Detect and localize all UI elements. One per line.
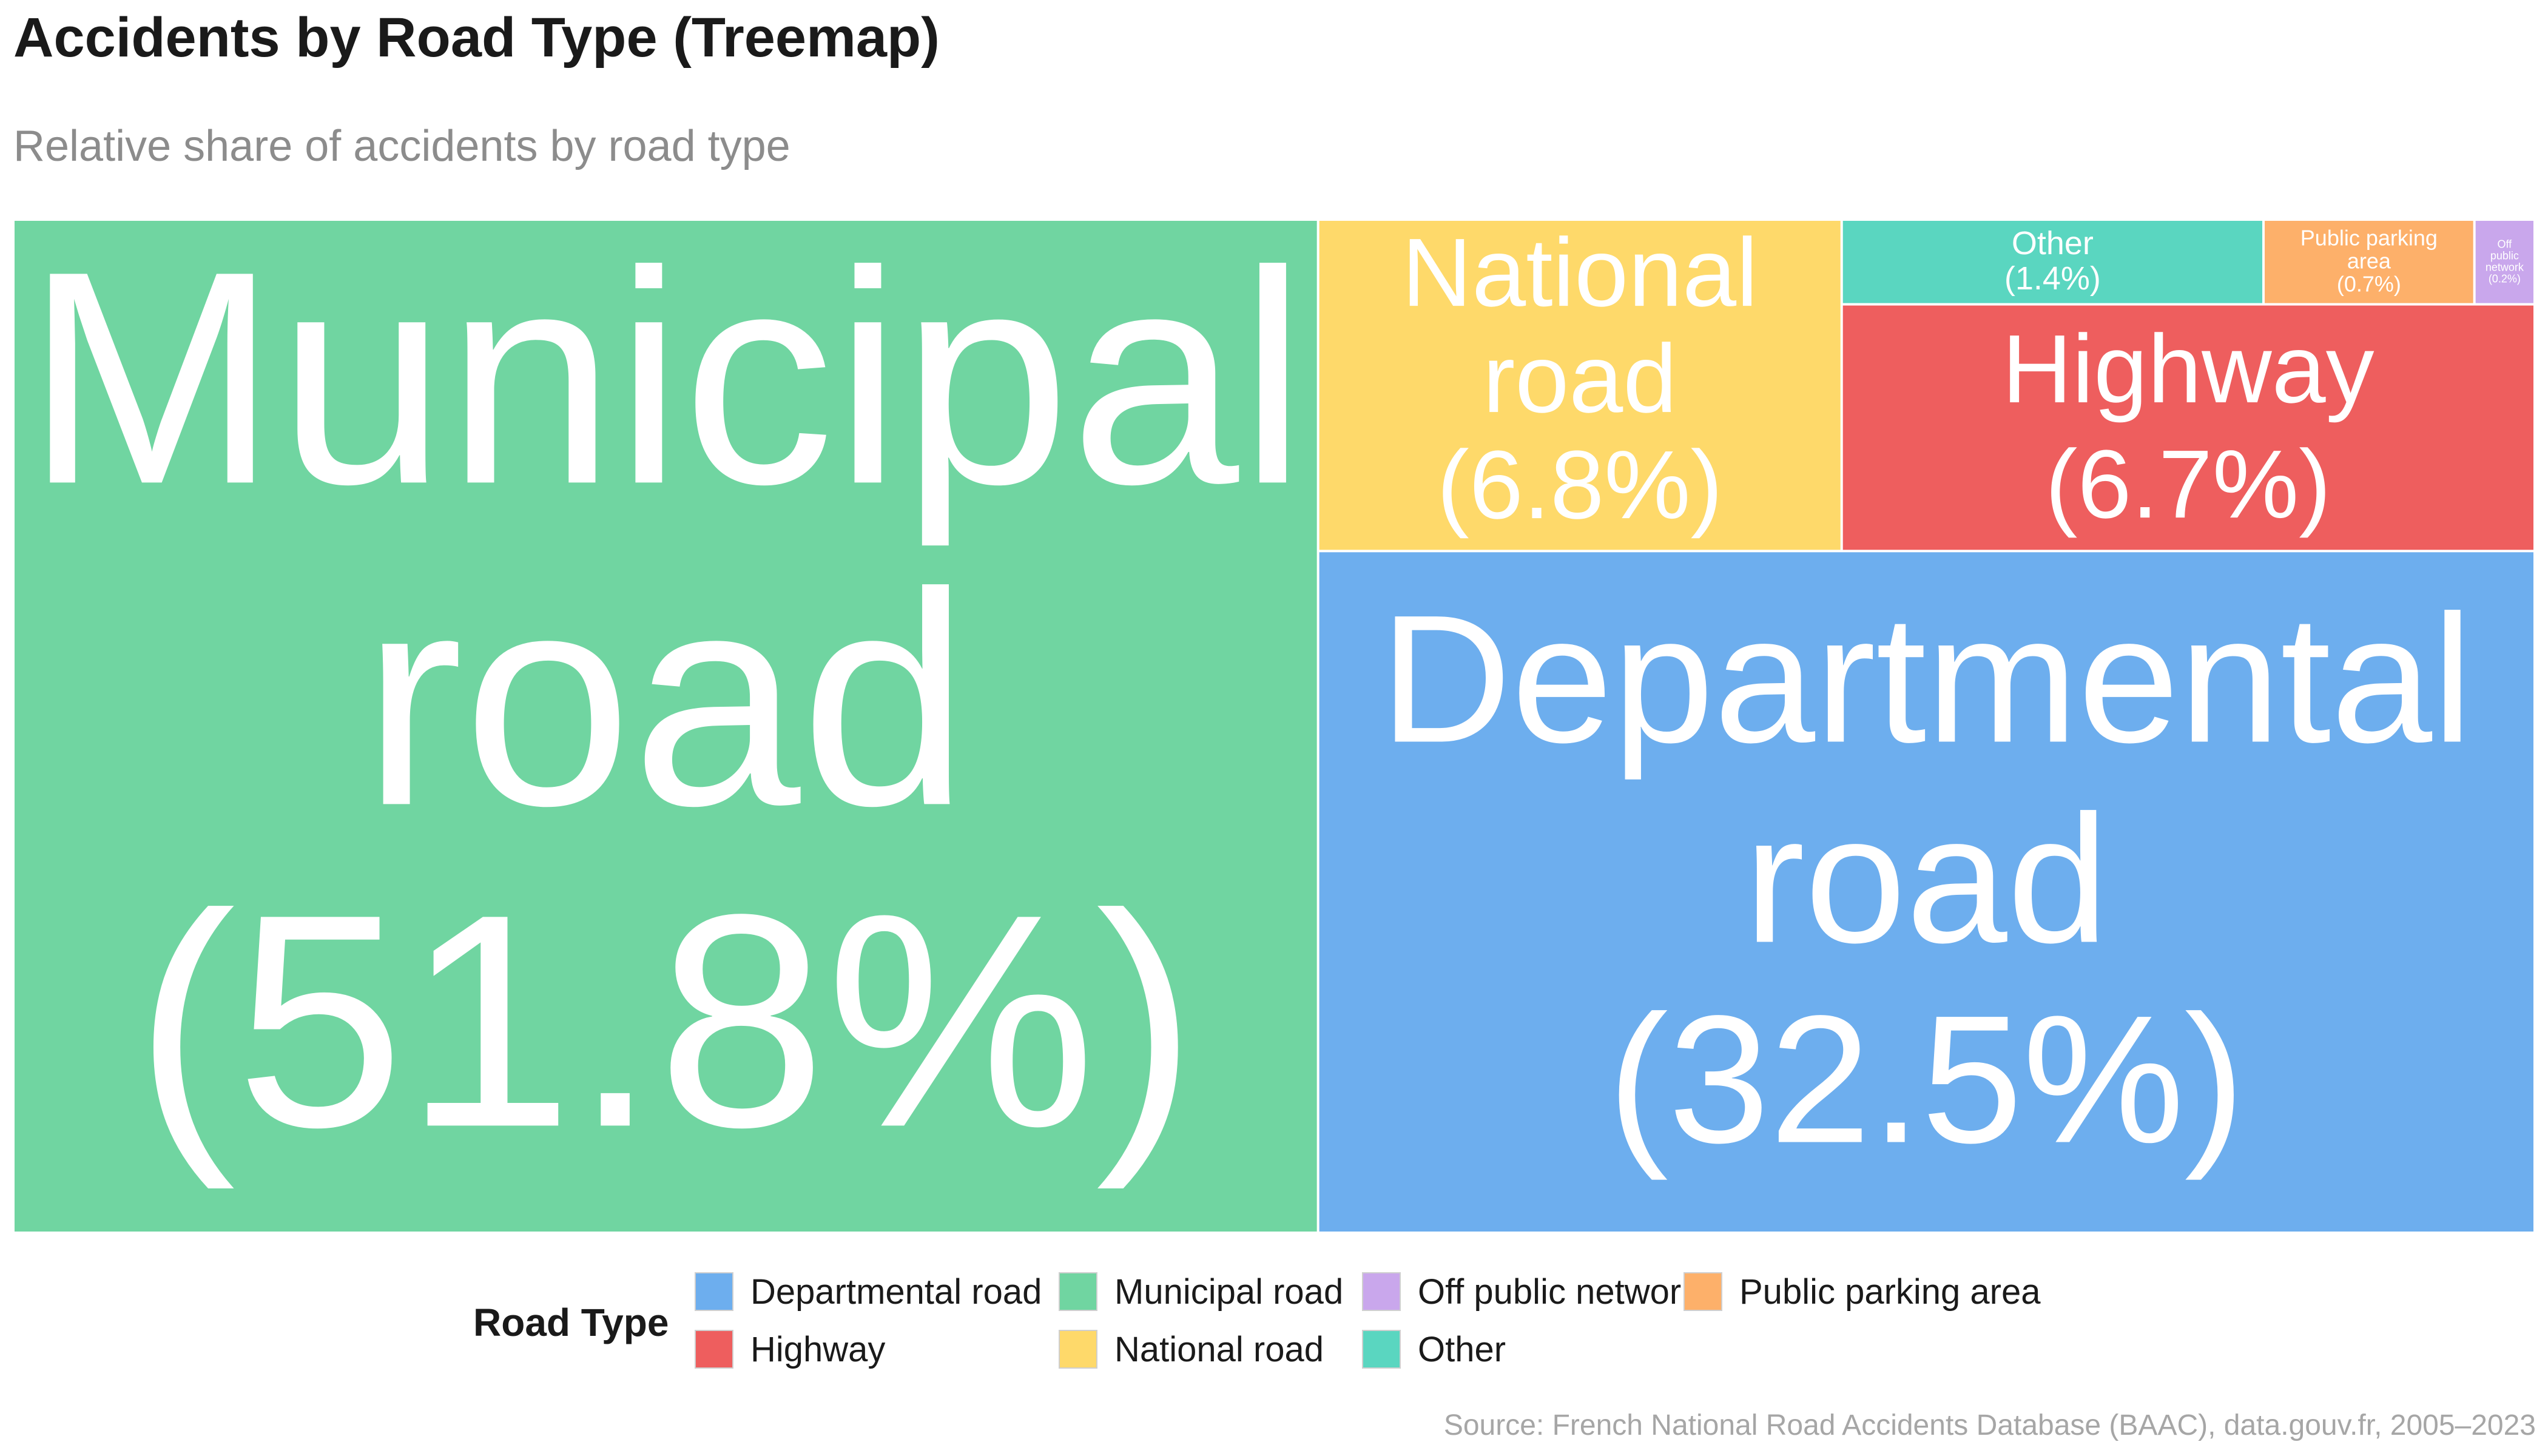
legend-item-highway: Highway — [695, 1329, 885, 1370]
chart-subtitle: Relative share of accidents by road type — [13, 122, 790, 170]
legend-label: Departmental road — [750, 1272, 1042, 1312]
legend-label: Municipal road — [1114, 1272, 1344, 1312]
legend-swatch — [695, 1330, 733, 1369]
legend-label: Highway — [750, 1329, 886, 1369]
tile-label-off-public-network: Off public network (0.2%) — [2486, 238, 2524, 285]
legend-swatch — [1059, 1272, 1097, 1311]
legend-label: Off public network — [1418, 1272, 1699, 1312]
tile-public-parking-area — [2265, 221, 2473, 303]
legend-swatch — [1362, 1330, 1401, 1369]
tile-label-departmental-road: Departmental road (32.5%) — [1380, 577, 2473, 1182]
legend-label: National road — [1114, 1329, 1324, 1369]
chart-title: Accidents by Road Type (Treemap) — [13, 7, 940, 69]
legend-item-other: Other — [1362, 1329, 1506, 1370]
tile-label-public-parking-area: Public parking area (0.7%) — [2300, 225, 2438, 296]
tile-label-other: Other (1.4%) — [2004, 225, 2101, 297]
tile-national-road — [1319, 221, 1841, 550]
tile-other — [1842, 221, 2263, 303]
source-note: Source: French National Road Accidents D… — [1443, 1409, 2536, 1441]
legend-label: Public parking area — [1739, 1272, 2041, 1312]
legend-item-municipal-road: Municipal road — [1059, 1271, 1343, 1312]
legend-swatch — [1684, 1272, 1722, 1311]
legend-title: Road Type — [473, 1301, 669, 1344]
tile-highway — [1842, 305, 2533, 550]
legend-swatch — [1362, 1272, 1401, 1311]
legend-item-national-road: National road — [1059, 1329, 1324, 1370]
legend-item-departmental-road: Departmental road — [695, 1271, 1042, 1312]
legend-swatch — [1059, 1330, 1097, 1369]
tile-label-national-road: National road (6.8%) — [1402, 218, 1758, 539]
legend-label: Other — [1418, 1329, 1506, 1369]
legend-item-public-parking-area: Public parking area — [1684, 1271, 2041, 1312]
tile-departmental-road — [1319, 552, 2533, 1232]
legend-item-off-public-network: Off public network — [1362, 1271, 1699, 1312]
tile-off-public-network — [2475, 221, 2533, 303]
tile-label-highway: Highway (6.7%) — [2002, 314, 2374, 538]
legend-swatch — [695, 1272, 733, 1311]
tile-label-municipal-road: Municipal road (51.8%) — [25, 207, 1306, 1191]
tile-municipal-road — [15, 221, 1317, 1232]
